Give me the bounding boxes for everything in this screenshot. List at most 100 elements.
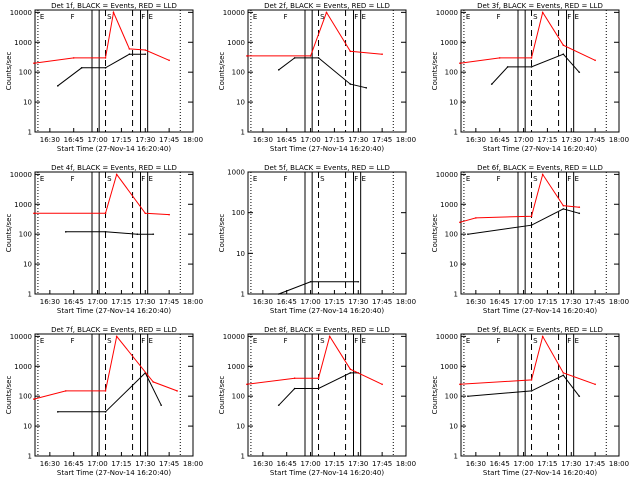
y-axis-label: Counts/sec — [431, 52, 439, 91]
data-point — [152, 233, 155, 235]
data-point — [33, 62, 35, 64]
data-point — [277, 293, 280, 295]
panel-title: Det 6f, BLACK = Events, RED = LLD — [477, 164, 603, 172]
y-tick-label: 1000 — [227, 363, 245, 371]
x-axis-label: Start Time (27-Nov-14 16:20:40) — [483, 469, 597, 477]
x-tick-label: 17:30 — [561, 460, 581, 468]
x-tick-label: 16:45 — [277, 136, 297, 144]
data-point — [64, 390, 67, 392]
x-tick-label: 17:15 — [111, 136, 131, 144]
plot-frame — [34, 9, 194, 133]
x-tick-label: 18:00 — [396, 298, 416, 306]
y-tick-label: 1000 — [14, 363, 32, 371]
y-tick-label: 10000 — [436, 333, 458, 341]
data-point — [246, 383, 248, 386]
x-tick-label: 18:00 — [396, 136, 416, 144]
data-point — [541, 173, 544, 176]
y-tick-label: 10000 — [223, 9, 245, 17]
data-point — [349, 83, 352, 85]
x-tick-label: 17:45 — [372, 298, 392, 306]
data-point — [144, 53, 147, 55]
y-tick-label: 10 — [236, 99, 245, 107]
x-tick-label: 17:00 — [87, 136, 107, 144]
y-tick-label: 1000 — [227, 39, 245, 47]
phase-marker-label: F — [497, 13, 501, 21]
data-point — [530, 215, 533, 217]
phase-marker-label: F — [567, 175, 571, 183]
y-tick-label: 1 — [28, 453, 32, 461]
series-lld — [459, 173, 580, 223]
x-tick-label: 16:45 — [490, 298, 510, 306]
x-tick-label: 17:45 — [372, 136, 392, 144]
data-point — [365, 87, 368, 89]
data-point — [317, 377, 320, 379]
data-point — [168, 213, 170, 216]
phase-marker-label: F — [141, 13, 145, 21]
data-point — [467, 395, 469, 397]
data-point — [277, 404, 280, 406]
data-point — [309, 55, 312, 57]
phase-marker-label: F — [354, 13, 358, 21]
data-point — [160, 404, 162, 406]
x-tick-label: 17:00 — [87, 298, 107, 306]
data-point — [562, 372, 565, 374]
x-tick-label: 17:30 — [135, 136, 155, 144]
y-tick-label: 100 — [19, 231, 32, 239]
phase-marker-label: F — [71, 13, 75, 21]
y-axis-label: Counts/sec — [218, 52, 226, 91]
data-point — [459, 62, 461, 64]
data-point — [498, 57, 501, 59]
y-tick-label: 100 — [445, 393, 458, 401]
data-point — [115, 173, 118, 176]
x-tick-label: 18:00 — [183, 136, 203, 144]
phase-marker-label: E — [148, 175, 152, 183]
x-tick-label: 16:30 — [466, 460, 486, 468]
data-point — [475, 217, 477, 219]
data-point — [541, 335, 544, 338]
phase-marker-label: F — [497, 175, 501, 183]
data-point — [33, 212, 35, 215]
series-events — [467, 208, 580, 235]
data-point — [467, 233, 469, 235]
y-tick-label: 1000 — [227, 169, 245, 177]
x-tick-label: 17:45 — [585, 136, 605, 144]
y-tick-label: 1 — [241, 291, 245, 299]
series-lld — [246, 335, 383, 385]
y-tick-label: 1 — [454, 129, 458, 137]
data-point — [381, 383, 383, 386]
x-axis-label: Start Time (27-Nov-14 16:20:40) — [270, 307, 384, 315]
data-point — [80, 67, 83, 69]
data-point — [293, 57, 296, 59]
plot-frame — [247, 9, 407, 133]
data-point — [541, 11, 544, 14]
phase-marker-label: F — [141, 337, 145, 345]
x-tick-label: 17:15 — [537, 298, 557, 306]
data-point — [104, 411, 107, 413]
data-point — [594, 59, 596, 62]
phase-marker-label: S — [320, 13, 325, 21]
x-tick-label: 16:45 — [490, 136, 510, 144]
x-axis-label: Start Time (27-Nov-14 16:20:40) — [483, 145, 597, 153]
x-tick-label: 17:00 — [513, 460, 533, 468]
y-tick-label: 100 — [445, 69, 458, 77]
phase-marker-label: E — [253, 13, 257, 21]
x-tick-label: 17:15 — [111, 460, 131, 468]
data-point — [349, 372, 352, 374]
data-point — [349, 50, 352, 53]
data-point — [293, 377, 296, 379]
y-tick-label: 1000 — [14, 201, 32, 209]
x-tick-label: 17:30 — [348, 298, 368, 306]
data-point — [357, 280, 360, 283]
phase-marker-label: F — [354, 337, 358, 345]
x-tick-label: 16:45 — [490, 460, 510, 468]
x-tick-label: 18:00 — [609, 460, 629, 468]
x-axis-label: Start Time (27-Nov-14 16:20:40) — [270, 145, 384, 153]
y-tick-label: 1000 — [440, 39, 458, 47]
data-point — [490, 83, 493, 85]
phase-marker-label: E — [361, 175, 365, 183]
x-tick-label: 16:30 — [40, 136, 60, 144]
